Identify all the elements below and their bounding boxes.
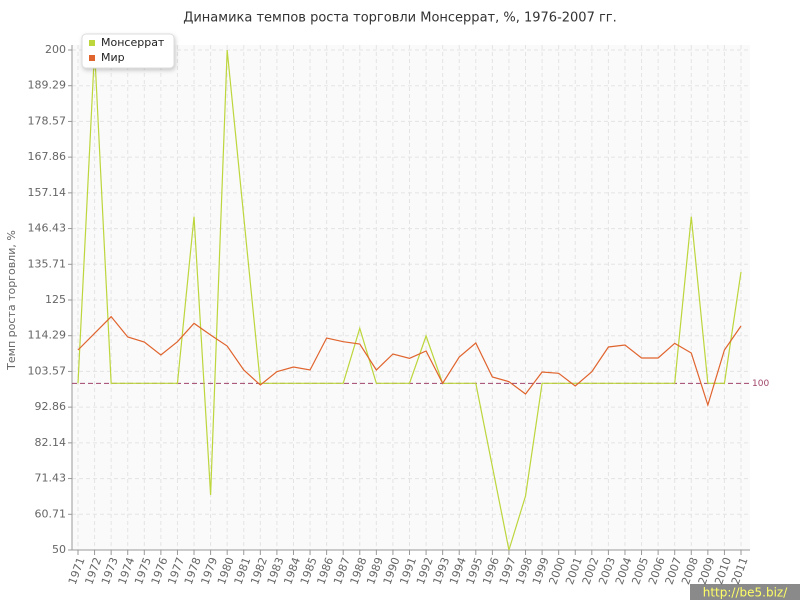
legend-label: Монсеррат (101, 36, 165, 49)
y-tick-label: 135.71 (28, 257, 67, 270)
legend-swatch (89, 55, 95, 61)
y-tick-label: 71.43 (35, 472, 67, 485)
legend-item[interactable]: Монсеррат (89, 36, 165, 49)
y-tick-label: 189.29 (28, 79, 67, 92)
y-tick-label: 103.57 (28, 364, 67, 377)
y-tick-label: 157.14 (28, 186, 67, 199)
y-tick-label: 82.14 (35, 436, 67, 449)
series-line (77, 315, 742, 408)
y-tick-label: 200 (45, 43, 66, 56)
y-tick-label: 60.71 (35, 507, 67, 520)
series-line (77, 49, 742, 551)
y-tick-label: 146.43 (28, 222, 67, 235)
y-tick-label: 92.86 (35, 400, 67, 413)
y-axis-label: Темп роста торговли, % (5, 230, 18, 371)
y-tick-label: 114.29 (28, 329, 67, 342)
legend-box (81, 33, 175, 69)
watermark-bg (690, 584, 800, 600)
reference-label: 100 (752, 379, 769, 389)
y-tick-label: 178.57 (28, 114, 67, 127)
y-tick-label: 50 (52, 543, 66, 556)
legend: Монсеррат Мир (81, 33, 175, 69)
legend-item[interactable]: Мир (89, 51, 125, 64)
legend-swatch (89, 40, 95, 46)
plot-background (72, 45, 750, 550)
watermark: http://be5.biz/ (703, 586, 788, 600)
legend-label: Мир (101, 51, 125, 64)
chart-title: Динамика темпов роста торговли Монсеррат… (183, 11, 617, 26)
y-tick-label: 125 (45, 293, 66, 306)
y-tick-label: 167.86 (28, 150, 67, 163)
